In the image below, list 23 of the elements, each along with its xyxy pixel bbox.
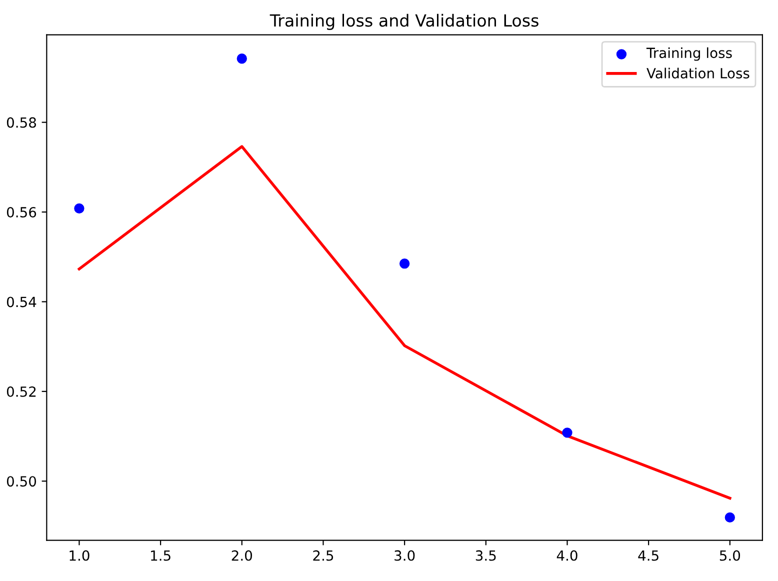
point <box>724 512 735 523</box>
x-tick-label: 2.0 <box>232 550 252 561</box>
x-tick-label: 4.0 <box>556 550 578 561</box>
point <box>399 258 410 269</box>
y-tick-label: 0.52 <box>6 386 36 397</box>
y-tick-label: 0.56 <box>6 206 36 218</box>
x-tick-label: 1.5 <box>151 550 170 561</box>
point <box>74 203 84 214</box>
x-tick-label: 4.5 <box>638 550 658 561</box>
y-tick-label: 0.50 <box>6 476 36 487</box>
x-tick-label: 2.5 <box>313 550 334 561</box>
line-series <box>78 145 732 500</box>
y-tick-label: 0.58 <box>6 117 36 128</box>
x-tick-label: 3.0 <box>394 550 415 561</box>
x-tick-label: 5.0 <box>720 550 740 561</box>
legend-label: Training loss <box>646 47 732 61</box>
point <box>236 54 247 64</box>
chart-title: Training loss and Validation Loss <box>270 14 538 30</box>
x-tick-label: 3.5 <box>476 550 496 561</box>
y-tick-label: 0.54 <box>6 296 36 308</box>
x-tick-label: 1.0 <box>70 550 90 561</box>
legend-label: Validation Loss <box>646 68 750 78</box>
point <box>562 428 572 438</box>
